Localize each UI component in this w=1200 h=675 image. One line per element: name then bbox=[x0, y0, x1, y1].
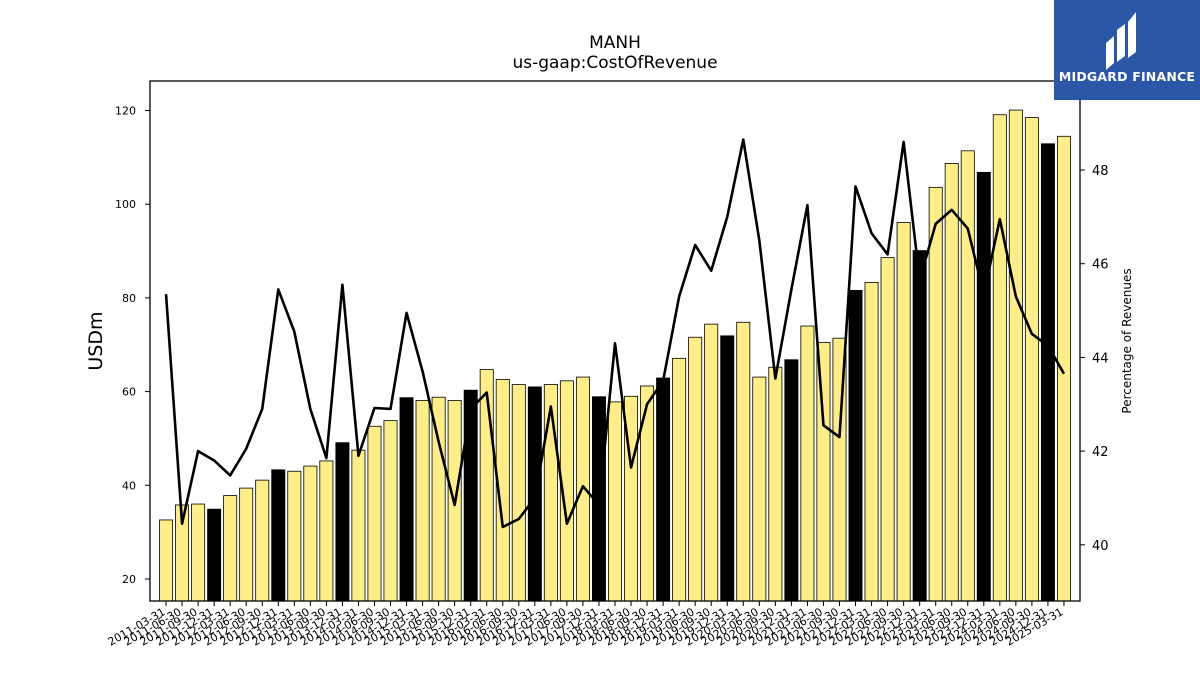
bar bbox=[1056, 135, 1071, 602]
y-tick-label: 120 bbox=[115, 105, 136, 118]
bar bbox=[944, 163, 959, 602]
bar bbox=[704, 323, 719, 602]
bar bbox=[367, 425, 382, 602]
bar bbox=[159, 519, 174, 602]
bar bbox=[511, 384, 526, 602]
y-tick-label: 40 bbox=[122, 479, 136, 492]
bar bbox=[1008, 109, 1023, 602]
y-tick-label: 100 bbox=[115, 198, 136, 211]
y2-axis-label: Percentage of Revenues bbox=[1120, 268, 1134, 413]
midgard-logo-icon bbox=[1106, 12, 1136, 70]
bar bbox=[239, 487, 254, 602]
brand-text: MIDGARD FINANCE bbox=[1058, 69, 1196, 84]
y-tick-label: 20 bbox=[122, 573, 136, 586]
bar bbox=[736, 321, 751, 602]
bar bbox=[960, 150, 975, 602]
y2-tick-label: 44 bbox=[1092, 351, 1109, 366]
bar bbox=[656, 377, 671, 602]
bar bbox=[896, 222, 911, 602]
bar bbox=[399, 397, 414, 602]
bar bbox=[976, 171, 991, 602]
bar bbox=[768, 366, 783, 602]
bar bbox=[672, 357, 687, 602]
bar bbox=[431, 396, 446, 602]
bar bbox=[255, 479, 270, 602]
bar bbox=[207, 508, 222, 602]
bar bbox=[992, 114, 1007, 602]
bar bbox=[1024, 117, 1039, 602]
bar bbox=[800, 325, 815, 602]
brand-logo: MIDGARD FINANCE bbox=[1054, 0, 1200, 100]
bar bbox=[880, 257, 895, 602]
bar bbox=[928, 186, 943, 602]
bar bbox=[864, 282, 879, 602]
y-tick-label: 60 bbox=[122, 386, 136, 399]
y-tick-label: 80 bbox=[122, 292, 136, 305]
bar bbox=[720, 335, 735, 602]
bar bbox=[223, 495, 238, 602]
bar bbox=[848, 290, 863, 602]
bar bbox=[784, 359, 799, 602]
y2-tick-label: 46 bbox=[1092, 258, 1109, 273]
y2-tick-label: 48 bbox=[1092, 164, 1109, 179]
bar bbox=[543, 384, 558, 602]
bar bbox=[335, 442, 350, 602]
y2-tick-label: 40 bbox=[1092, 539, 1109, 554]
bar bbox=[463, 389, 478, 602]
bar bbox=[351, 449, 366, 602]
bar bbox=[688, 336, 703, 602]
bar bbox=[319, 460, 334, 602]
bar bbox=[415, 400, 430, 602]
chart-title: MANH bbox=[589, 33, 641, 53]
y-axis-label: USDm bbox=[85, 311, 107, 370]
y2-tick-label: 42 bbox=[1092, 445, 1109, 460]
ratio-line bbox=[164, 138, 1066, 529]
bar bbox=[287, 470, 302, 602]
bar bbox=[303, 465, 318, 602]
bar bbox=[271, 469, 286, 602]
bar bbox=[191, 503, 206, 602]
chart-subtitle: us-gaap:CostOfRevenue bbox=[512, 53, 718, 73]
bar bbox=[1040, 143, 1055, 602]
bar bbox=[383, 420, 398, 602]
bar bbox=[479, 369, 494, 602]
bar bbox=[752, 376, 767, 602]
bar bbox=[912, 250, 927, 602]
bar bbox=[608, 401, 622, 602]
bar bbox=[816, 342, 831, 602]
